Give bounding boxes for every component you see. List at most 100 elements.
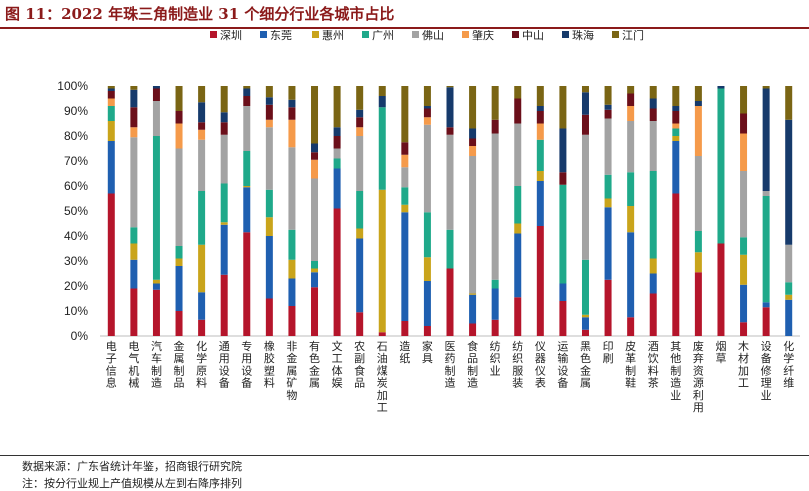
bar-segment	[491, 319, 499, 336]
bar-segment	[401, 167, 409, 188]
bar-segment	[581, 259, 589, 315]
bar-segment	[672, 141, 680, 194]
bar-segment	[694, 86, 702, 101]
bar-segment	[627, 206, 635, 233]
bar-segment	[198, 244, 206, 293]
bar-segment	[536, 171, 544, 181]
bar-segment	[220, 134, 228, 184]
bar-segment	[198, 191, 206, 245]
bar-segment	[265, 189, 273, 218]
bar-segment	[649, 293, 657, 336]
bar-segment	[514, 98, 522, 124]
y-tick-label: 40%	[64, 229, 88, 243]
bar-segment	[130, 89, 138, 108]
x-tick-label: 运输设备	[557, 340, 568, 390]
bar-segment	[356, 127, 364, 136]
bar-segment	[762, 86, 770, 89]
legend: 深圳 东莞 惠州 广州 佛山 肇庆 中山 珠海 江门	[210, 30, 644, 42]
bar-segment	[130, 86, 138, 90]
bar-segment	[243, 186, 251, 188]
x-tick-label: 汽车制造	[151, 339, 162, 390]
bar-segment	[740, 237, 748, 255]
bar-segment	[175, 111, 183, 124]
bar-segment	[491, 288, 499, 320]
bar-segment	[378, 107, 386, 190]
bar-segment	[581, 92, 589, 115]
chart-note: 注：按分行业规上产值规模从左到右降序排列	[22, 477, 242, 490]
bar-segment	[356, 117, 364, 128]
bar-segment	[469, 293, 477, 295]
y-tick-label: 90%	[64, 104, 88, 118]
bar-segment	[265, 86, 273, 98]
bar-segment	[265, 127, 273, 190]
bar-segment	[559, 86, 567, 129]
bar-segment	[559, 172, 567, 185]
legend-label: 惠州	[322, 30, 344, 42]
bar-segment	[694, 106, 702, 156]
y-tick-label: 70%	[64, 154, 88, 168]
bar-segment	[491, 86, 499, 120]
x-tick-label: 印刷	[603, 340, 614, 365]
bar-segment	[356, 228, 364, 239]
bar-segment	[694, 156, 702, 231]
bar-segment	[423, 108, 431, 118]
bar-segment	[401, 86, 409, 143]
x-tick-label: 仪器仪表	[535, 340, 546, 390]
bar-segment	[356, 238, 364, 313]
bar-segment	[785, 282, 793, 295]
bar-segment	[740, 171, 748, 238]
bar-segment	[604, 279, 612, 336]
bar-segment	[423, 86, 431, 106]
bar-segment	[378, 86, 386, 96]
x-tick-label: 通用设备	[219, 340, 230, 390]
x-tick-label: 酒饮料茶	[648, 340, 659, 390]
bar-segment	[469, 128, 477, 139]
bar-segment	[694, 252, 702, 273]
x-tick-label: 家具	[422, 339, 433, 365]
bar-segment	[265, 119, 273, 128]
bar-segment	[220, 274, 228, 336]
bar-segment	[717, 88, 725, 244]
x-tick-label: 纺织业	[490, 339, 501, 377]
bar-segment	[175, 311, 183, 336]
bar-segment	[288, 278, 296, 306]
bar-segment	[785, 294, 793, 300]
bar-segment	[740, 284, 748, 323]
bar-segment	[581, 134, 589, 260]
bar-segment	[740, 322, 748, 336]
bar-segment	[198, 86, 206, 103]
bar-segment	[627, 121, 635, 173]
bar-segment	[514, 123, 522, 186]
bar-segment	[288, 86, 296, 100]
bar-segment	[265, 104, 273, 120]
bar-segment	[130, 227, 138, 244]
bar-segment	[130, 137, 138, 228]
bar-segment	[152, 289, 160, 336]
legend-swatch	[210, 31, 217, 38]
legend-swatch	[612, 31, 619, 38]
bar-segment	[581, 317, 589, 330]
bar-segment	[220, 86, 228, 113]
x-tick-label: 化学原料	[196, 339, 207, 390]
bar-segment	[198, 129, 206, 140]
bar-segment	[152, 279, 160, 284]
bar-segment	[175, 86, 183, 111]
bar-segment	[762, 302, 770, 308]
bar-segment	[243, 232, 251, 336]
legend-label: 中山	[522, 30, 544, 42]
bar-segment	[265, 236, 273, 299]
x-tick-label: 黑色金属	[580, 340, 591, 390]
bar-segment	[333, 158, 341, 169]
bar-segment	[130, 243, 138, 260]
x-tick-label: 医药制造	[445, 340, 456, 390]
bar-segment	[311, 261, 319, 269]
bar-segment	[243, 96, 251, 106]
y-tick-label: 80%	[64, 129, 88, 143]
bar-segment	[423, 117, 431, 125]
bar-segment	[604, 109, 612, 119]
bar-segment	[514, 186, 522, 224]
bar-segment	[694, 101, 702, 106]
bar-segment	[198, 122, 206, 130]
bar-segment	[107, 106, 115, 121]
